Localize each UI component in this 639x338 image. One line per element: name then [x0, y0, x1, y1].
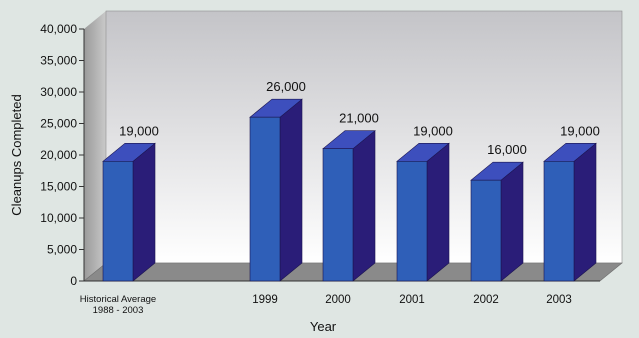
y-tick-label: 35,000	[40, 54, 77, 68]
x-tick-label: Historical Average 1988 - 2003	[80, 294, 156, 316]
bar-value-label: 19,000	[560, 123, 600, 138]
y-tick-label: 0	[70, 274, 77, 288]
x-tick-label: 2002	[473, 294, 499, 306]
bar-side	[426, 142, 450, 282]
x-axis-title: Year	[310, 319, 337, 334]
bar-side	[279, 98, 303, 282]
bar-value-label: 16,000	[487, 142, 527, 157]
y-tick-label: 20,000	[40, 148, 77, 162]
bar: 21,000	[322, 111, 379, 282]
bar-side	[500, 161, 524, 282]
bar: 19,000	[543, 123, 600, 282]
y-axis-ticks: 0 5,000 10,000 15,000 20,000 25,000 30,000 35,0…	[40, 22, 84, 288]
bars: 19,000 26,000 21,000 19,000 16,000 19,000	[102, 79, 600, 282]
bar-value-label: 26,000	[266, 79, 306, 94]
x-tick-label: 2000	[325, 294, 351, 306]
bar: 16,000	[470, 142, 527, 282]
bar-side	[132, 142, 156, 282]
bar: 19,000	[102, 123, 159, 282]
x-tick-label: 2003	[546, 294, 572, 306]
y-tick-label: 15,000	[40, 180, 77, 194]
y-tick-label: 5,000	[47, 243, 77, 257]
y-tick-label: 40,000	[40, 22, 77, 36]
bar: 19,000	[396, 123, 453, 282]
bar-front	[396, 161, 428, 282]
y-tick-label: 10,000	[40, 211, 77, 225]
x-tick-label: 2001	[399, 294, 425, 306]
bar: 26,000	[249, 79, 306, 282]
bar-side	[573, 142, 597, 282]
bar-front	[322, 148, 354, 282]
side-wall	[84, 11, 106, 281]
bar-front	[470, 179, 502, 282]
x-axis-tick-labels: Historical Average 1988 - 2003 1999 2000 200…	[80, 294, 572, 316]
bar-side	[352, 130, 376, 282]
bar-front	[543, 161, 575, 282]
y-tick-label: 25,000	[40, 117, 77, 131]
x-tick-label: 1999	[252, 294, 278, 306]
bar-front	[249, 116, 281, 282]
bar-front	[102, 161, 134, 282]
y-axis-title: Cleanups Completed	[9, 94, 24, 215]
y-tick-label: 30,000	[40, 85, 77, 99]
bar-value-label: 19,000	[413, 123, 453, 138]
bar-value-label: 21,000	[339, 111, 379, 126]
bar-value-label: 19,000	[119, 123, 159, 138]
